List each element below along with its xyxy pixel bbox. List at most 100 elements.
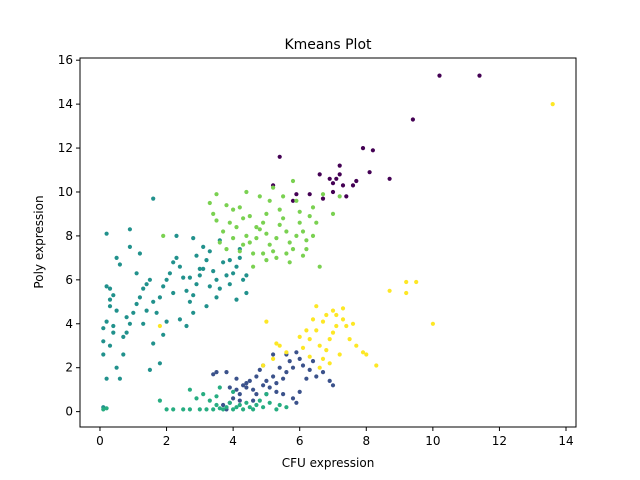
- data-point: [244, 400, 249, 405]
- data-point: [294, 198, 299, 203]
- data-point: [244, 189, 249, 195]
- data-point: [197, 273, 202, 278]
- data-point: [114, 365, 119, 370]
- data-point: [247, 405, 252, 410]
- data-point: [290, 198, 296, 203]
- data-point: [254, 374, 259, 379]
- data-point: [274, 341, 279, 346]
- data-point: [161, 233, 166, 238]
- data-point: [207, 284, 212, 289]
- data-point: [370, 148, 375, 153]
- data-point: [281, 392, 286, 397]
- data-point: [334, 176, 339, 181]
- data-point: [277, 222, 282, 227]
- data-point: [404, 279, 409, 285]
- data-point: [117, 262, 122, 267]
- data-point: [234, 387, 239, 392]
- data-point: [241, 407, 246, 412]
- data-point: [364, 352, 369, 357]
- data-point: [231, 407, 236, 412]
- data-point: [197, 266, 202, 271]
- data-point: [317, 172, 322, 177]
- data-point: [284, 370, 289, 375]
- data-point: [410, 117, 415, 122]
- data-point: [330, 330, 336, 335]
- data-point: [294, 192, 299, 197]
- data-point: [337, 352, 342, 357]
- x-tick-label: 0: [96, 434, 104, 448]
- data-point: [224, 370, 229, 375]
- data-point: [204, 258, 209, 263]
- data-point: [111, 293, 116, 298]
- y-tick-label: 12: [58, 141, 73, 155]
- data-point: [237, 392, 242, 397]
- data-point: [151, 341, 156, 346]
- data-point: [430, 321, 435, 326]
- data-point: [147, 277, 152, 282]
- data-point: [237, 205, 242, 210]
- data-point: [191, 293, 196, 298]
- data-point: [231, 207, 236, 212]
- data-point: [167, 271, 172, 276]
- data-point: [340, 317, 346, 322]
- data-point: [211, 269, 216, 274]
- data-point: [247, 214, 252, 219]
- data-point: [224, 203, 229, 208]
- data-point: [204, 407, 209, 412]
- data-point: [224, 273, 229, 278]
- data-point: [277, 402, 282, 408]
- data-point: [117, 376, 122, 381]
- data-point: [327, 176, 332, 181]
- data-point: [227, 220, 232, 225]
- data-point: [107, 343, 113, 348]
- data-point: [144, 282, 149, 287]
- data-point: [314, 328, 319, 333]
- data-point: [277, 154, 282, 159]
- y-tick-label: 0: [65, 405, 73, 419]
- data-point: [287, 240, 292, 245]
- data-point: [290, 247, 296, 252]
- data-point: [104, 319, 109, 324]
- data-point: [211, 407, 216, 412]
- data-point: [217, 286, 222, 291]
- data-point: [227, 400, 232, 405]
- data-point: [264, 378, 269, 383]
- data-point: [267, 400, 272, 405]
- data-point: [317, 365, 322, 370]
- data-point: [347, 337, 352, 342]
- data-point: [261, 363, 266, 368]
- data-point: [337, 163, 342, 168]
- x-tick-label: 8: [362, 434, 370, 448]
- data-point: [141, 286, 146, 291]
- data-point: [277, 365, 282, 370]
- data-point: [141, 321, 146, 326]
- data-point: [177, 264, 182, 269]
- data-point: [281, 216, 286, 221]
- data-point: [214, 218, 219, 223]
- data-point: [237, 402, 242, 408]
- data-point: [231, 271, 236, 276]
- data-point: [314, 220, 319, 225]
- data-point: [234, 297, 239, 302]
- data-point: [317, 343, 322, 348]
- data-point: [187, 299, 192, 304]
- data-point: [104, 376, 109, 381]
- data-point: [234, 225, 239, 230]
- data-point: [307, 354, 312, 359]
- data-point: [127, 321, 132, 326]
- data-point: [247, 240, 252, 245]
- data-point: [257, 227, 262, 232]
- data-point: [187, 387, 192, 392]
- data-point: [254, 236, 259, 241]
- data-point: [261, 220, 266, 225]
- data-point: [284, 350, 289, 355]
- data-point: [477, 73, 482, 78]
- data-point: [101, 407, 106, 412]
- data-point: [271, 249, 276, 254]
- data-point: [204, 304, 209, 309]
- data-point: [297, 220, 302, 225]
- data-point: [181, 275, 186, 280]
- data-point: [271, 352, 276, 357]
- data-point: [274, 381, 279, 386]
- data-point: [294, 233, 299, 238]
